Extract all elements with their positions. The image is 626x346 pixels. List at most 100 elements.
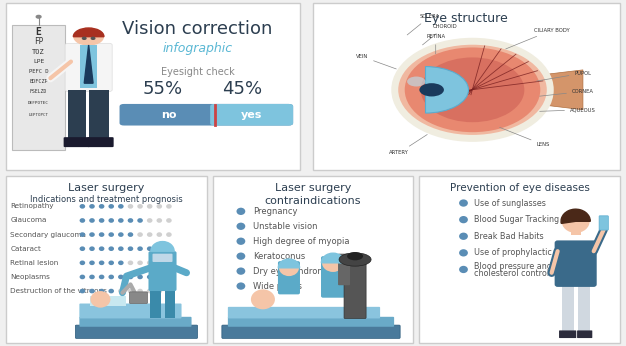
Circle shape <box>137 246 143 251</box>
Text: Use of sunglasses: Use of sunglasses <box>473 199 545 208</box>
Circle shape <box>108 289 114 293</box>
Circle shape <box>459 266 468 273</box>
Text: Glaucoma: Glaucoma <box>10 218 47 224</box>
Circle shape <box>459 216 468 223</box>
Circle shape <box>99 232 105 237</box>
Text: contraindications: contraindications <box>265 197 361 207</box>
Circle shape <box>147 289 153 293</box>
FancyBboxPatch shape <box>64 137 90 147</box>
FancyBboxPatch shape <box>80 317 192 327</box>
Circle shape <box>128 232 133 237</box>
Circle shape <box>89 204 95 209</box>
Text: High degree of myopia: High degree of myopia <box>253 237 349 246</box>
FancyBboxPatch shape <box>577 330 592 338</box>
Circle shape <box>147 218 153 223</box>
Circle shape <box>137 204 143 209</box>
Circle shape <box>237 282 245 290</box>
Circle shape <box>118 275 124 279</box>
Circle shape <box>99 246 105 251</box>
FancyBboxPatch shape <box>578 284 590 334</box>
Circle shape <box>118 289 124 293</box>
Text: Pregnancy: Pregnancy <box>253 207 297 216</box>
Circle shape <box>89 275 95 279</box>
FancyBboxPatch shape <box>222 325 400 338</box>
Text: PUPOL: PUPOL <box>536 71 592 81</box>
Text: Retinal lesion: Retinal lesion <box>10 260 58 266</box>
Text: LPE: LPE <box>33 59 44 64</box>
Circle shape <box>108 261 114 265</box>
FancyBboxPatch shape <box>12 25 65 149</box>
Circle shape <box>147 232 153 237</box>
Circle shape <box>74 28 103 45</box>
Text: Destruction of the vitreous: Destruction of the vitreous <box>10 288 107 294</box>
FancyBboxPatch shape <box>599 216 608 230</box>
Text: CHOROID: CHOROID <box>423 24 457 45</box>
Circle shape <box>137 275 143 279</box>
Circle shape <box>459 249 468 256</box>
FancyBboxPatch shape <box>148 251 177 291</box>
Circle shape <box>128 261 133 265</box>
Wedge shape <box>426 66 468 113</box>
Circle shape <box>156 246 162 251</box>
Circle shape <box>156 232 162 237</box>
FancyBboxPatch shape <box>228 317 394 327</box>
Circle shape <box>108 232 114 237</box>
FancyBboxPatch shape <box>80 303 182 318</box>
Circle shape <box>166 246 172 251</box>
Circle shape <box>147 261 153 265</box>
Text: RETINA: RETINA <box>426 34 445 54</box>
Circle shape <box>562 210 590 233</box>
Text: FSELZD: FSELZD <box>30 89 47 94</box>
Text: cholesterol control: cholesterol control <box>473 269 548 278</box>
Circle shape <box>89 218 95 223</box>
Text: EDFCZP: EDFCZP <box>29 79 48 84</box>
Text: Laser surgery: Laser surgery <box>275 183 351 193</box>
FancyBboxPatch shape <box>87 137 114 147</box>
Circle shape <box>237 238 245 245</box>
Circle shape <box>459 199 468 207</box>
Text: Prevention of eye diseases: Prevention of eye diseases <box>449 183 590 193</box>
Circle shape <box>108 275 114 279</box>
Circle shape <box>156 204 162 209</box>
Text: Wide pupils: Wide pupils <box>253 282 302 291</box>
Text: Eye structure: Eye structure <box>424 12 508 25</box>
Text: DEFPOTEC: DEFPOTEC <box>28 101 49 105</box>
Circle shape <box>419 83 444 97</box>
FancyBboxPatch shape <box>562 284 573 334</box>
Circle shape <box>80 218 85 223</box>
Text: SCLERA: SCLERA <box>407 14 439 35</box>
Circle shape <box>118 218 124 223</box>
Circle shape <box>80 275 85 279</box>
Text: CORNEA: CORNEA <box>540 89 594 96</box>
Text: AQUEOUS: AQUEOUS <box>540 107 596 112</box>
Text: Indications and treatment prognosis: Indications and treatment prognosis <box>30 195 183 204</box>
Circle shape <box>80 261 85 265</box>
Circle shape <box>99 289 105 293</box>
Circle shape <box>89 232 95 237</box>
Circle shape <box>322 254 344 272</box>
Circle shape <box>118 232 124 237</box>
Text: Cataract: Cataract <box>10 246 41 252</box>
Text: Laser surgery: Laser surgery <box>68 183 145 193</box>
Circle shape <box>237 222 245 230</box>
Text: CILIARY BODY: CILIARY BODY <box>506 28 570 49</box>
Polygon shape <box>85 45 93 83</box>
FancyBboxPatch shape <box>120 104 293 126</box>
Circle shape <box>147 204 153 209</box>
Circle shape <box>237 267 245 275</box>
Circle shape <box>128 246 133 251</box>
Circle shape <box>80 232 85 237</box>
Text: E: E <box>36 27 41 37</box>
Circle shape <box>108 218 114 223</box>
FancyBboxPatch shape <box>89 90 109 140</box>
FancyBboxPatch shape <box>344 264 366 318</box>
Wedge shape <box>279 259 300 268</box>
Circle shape <box>237 253 245 260</box>
FancyBboxPatch shape <box>75 325 198 338</box>
Ellipse shape <box>393 40 552 140</box>
FancyBboxPatch shape <box>6 3 300 170</box>
Text: VEIN: VEIN <box>356 54 396 69</box>
Ellipse shape <box>421 57 525 122</box>
FancyBboxPatch shape <box>210 104 293 126</box>
Circle shape <box>407 76 426 86</box>
